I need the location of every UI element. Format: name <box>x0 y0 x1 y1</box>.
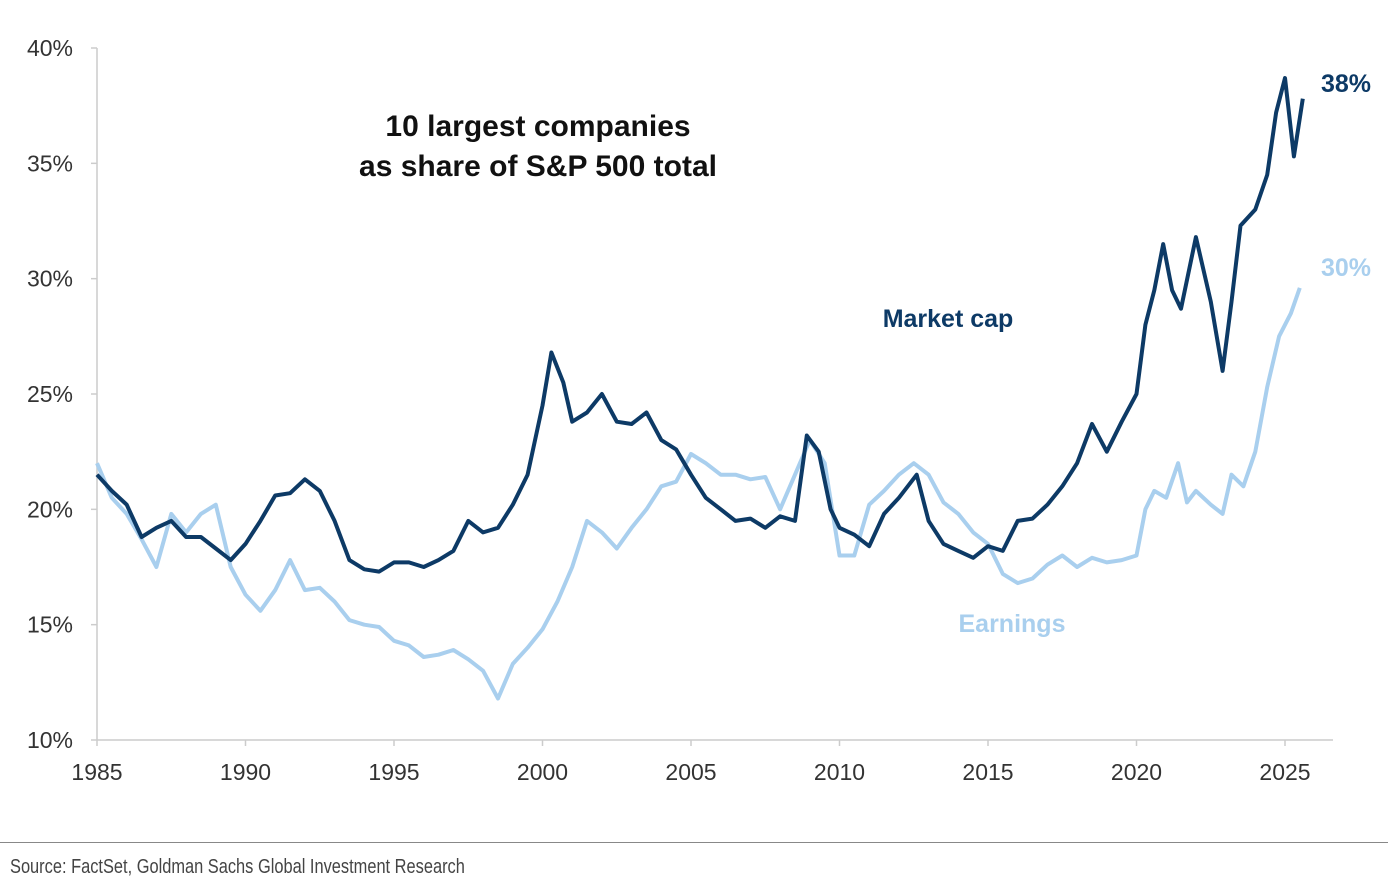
x-tick-label: 1995 <box>368 759 419 785</box>
x-tick-label: 1990 <box>220 759 271 785</box>
x-tick-label: 2000 <box>517 759 568 785</box>
series-group <box>95 76 1305 701</box>
market-cap-label: Market cap <box>883 305 1014 333</box>
x-tick-label: 2005 <box>665 759 716 785</box>
y-tick-label: 40% <box>27 35 73 61</box>
earnings-label: Earnings <box>959 610 1066 638</box>
market-cap-line <box>95 76 1305 574</box>
chart-title-line-2: as share of S&P 500 total <box>359 150 717 183</box>
y-tick-label: 30% <box>27 266 73 292</box>
x-tick-label: 2010 <box>814 759 865 785</box>
chart-title-line-1: 10 largest companies <box>385 110 690 143</box>
x-tick-label: 2025 <box>1259 759 1310 785</box>
source-note: Source: FactSet, Goldman Sachs Global In… <box>10 856 465 878</box>
x-tick-label: 2020 <box>1111 759 1162 785</box>
y-tick-label: 20% <box>27 496 73 522</box>
y-tick-label: 10% <box>27 727 73 753</box>
x-tick-label: 2015 <box>962 759 1013 785</box>
y-tick-label: 35% <box>27 150 73 176</box>
y-tick-label: 15% <box>27 612 73 638</box>
earnings-end-label: 30% <box>1321 254 1371 282</box>
y-tick-label: 25% <box>27 381 73 407</box>
axes: 10% 15% 20% 25% 30% 35% 40% 1985 1990 1995 2000 200… <box>27 35 1333 785</box>
footer-divider <box>0 842 1388 843</box>
x-tick-label: 1985 <box>71 759 122 785</box>
market-cap-end-label: 38% <box>1321 70 1371 98</box>
earnings-line <box>95 287 1302 701</box>
